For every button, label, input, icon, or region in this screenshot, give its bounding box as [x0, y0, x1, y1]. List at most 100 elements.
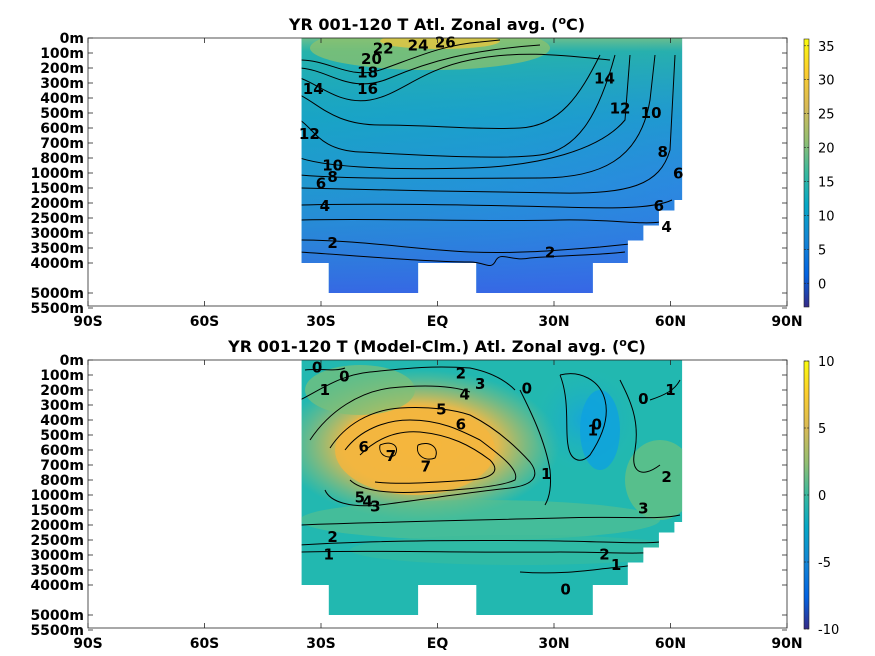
y-tick-label: 5500m	[30, 301, 84, 317]
contour-label: 2	[661, 468, 671, 486]
contour-label: 10	[641, 104, 662, 122]
contour-label: 6	[316, 175, 326, 193]
x-tick-label: 30S	[306, 314, 336, 330]
contour-label: 8	[658, 143, 668, 161]
y-tick-label: 600m	[40, 121, 84, 137]
colorbar-tick-label: 15	[818, 175, 835, 190]
colorbar-tick-label: 35	[818, 40, 835, 55]
colorbar-tick-label: 20	[818, 142, 835, 157]
y-tick-label: 100m	[40, 368, 84, 384]
contour-label: 7	[386, 447, 396, 465]
x-tick-label: 90N	[771, 636, 802, 652]
contour-lines-top	[301, 39, 676, 267]
colorbar-tick-label: 25	[818, 108, 835, 123]
colorbar-tick-label: -5	[818, 556, 831, 571]
x-tick-label: 60N	[655, 314, 686, 330]
y-tick-label: 500m	[40, 428, 84, 444]
x-tick-label: 90S	[73, 314, 103, 330]
y-tick-label: 700m	[40, 136, 84, 152]
x-tick-label: 90S	[73, 636, 103, 652]
x-tick-label: 60S	[190, 314, 220, 330]
contour-label: 8	[327, 168, 337, 186]
y-tick-label: 200m	[40, 383, 84, 399]
x-tick-label: EQ	[427, 636, 449, 652]
y-tick-label: 1500m	[30, 503, 84, 519]
y-tick-label: 400m	[40, 413, 84, 429]
contour-label: 5	[436, 401, 446, 419]
contour-label: 2	[545, 244, 555, 262]
contour-label: 14	[594, 70, 615, 88]
contour-label: 0	[638, 390, 648, 408]
contour-label: 12	[610, 100, 631, 118]
panel-top: YR 001-120 T Atl. Zonal avg. (oC) 262422…	[30, 14, 834, 330]
contour-label: 1	[320, 381, 330, 399]
chart-title-top: YR 001-120 T Atl. Zonal avg. (oC)	[288, 14, 585, 34]
y-tick-label: 3500m	[30, 241, 84, 257]
contour-label: 24	[408, 37, 429, 55]
contour-label: 3	[638, 500, 648, 518]
contour-label: 0	[591, 416, 601, 434]
x-tick-label: 30N	[538, 636, 569, 652]
x-tick-label: 90N	[771, 314, 802, 330]
contour-label: 20	[361, 50, 382, 68]
contour-label: 1	[665, 381, 675, 399]
y-tick-label: 3000m	[30, 548, 84, 564]
contour-label: 1	[611, 556, 621, 574]
temperature-field-top	[301, 38, 683, 293]
contour-label: 26	[435, 34, 456, 52]
contour-label: 5	[355, 488, 365, 506]
colorbar-tick-label: 5	[818, 422, 826, 437]
contour-label: 1	[541, 465, 551, 483]
contour-label: 16	[357, 80, 378, 98]
y-tick-label: 300m	[40, 76, 84, 92]
y-tick-label: 2500m	[30, 533, 84, 549]
contour-label: 1	[588, 422, 598, 440]
contour-label: 14	[303, 80, 324, 98]
y-tick-label: 600m	[40, 443, 84, 459]
contour-label: 0	[522, 380, 532, 398]
colorbar-tick-label: 0	[818, 277, 826, 292]
contour-label: 1	[324, 546, 334, 564]
y-tick-label: 800m	[40, 151, 84, 167]
colorbar-tick-label: 30	[818, 74, 835, 89]
y-tick-label: 400m	[40, 91, 84, 107]
contour-label: 4	[362, 492, 372, 510]
y-tick-label: 100m	[40, 46, 84, 62]
y-tick-label: 5000m	[30, 286, 84, 302]
temperature-anomaly-field-bottom	[301, 360, 683, 615]
colorbar-tick-label: 5	[818, 243, 826, 258]
contour-label: 22	[373, 40, 394, 58]
y-tick-label: 700m	[40, 458, 84, 474]
y-tick-label: 0m	[60, 353, 84, 369]
contour-label: 3	[370, 497, 380, 515]
colorbar-ticks-bottom: 10 5 0 -5 -10	[804, 355, 839, 638]
y-tick-label: 3000m	[30, 226, 84, 242]
y-axis-bottom: 0m100m200m300m400m500m600m700m800m1000m1…	[30, 353, 787, 639]
colorbar-tick-label: 0	[818, 489, 826, 504]
contour-label: 18	[357, 64, 378, 82]
x-tick-label: 60N	[655, 636, 686, 652]
y-tick-label: 5000m	[30, 608, 84, 624]
y-tick-label: 1000m	[30, 488, 84, 504]
colorbar-tick-label: -10	[818, 623, 839, 638]
colorbar-top	[803, 38, 810, 308]
contour-label: 12	[299, 125, 320, 143]
contour-label: 6	[358, 438, 368, 456]
contour-label: 0	[312, 359, 322, 377]
y-tick-label: 5500m	[30, 623, 84, 639]
y-tick-label: 500m	[40, 106, 84, 122]
contour-label: 4	[661, 218, 671, 236]
y-tick-label: 300m	[40, 398, 84, 414]
y-tick-label: 1000m	[30, 166, 84, 182]
contour-label: 7	[421, 458, 431, 476]
contour-label: 0	[339, 368, 349, 386]
contour-lines-bottom	[301, 366, 681, 574]
contour-label: 2	[327, 234, 337, 252]
contour-label: 4	[459, 386, 469, 404]
x-tick-label: EQ	[427, 314, 449, 330]
y-axis-top: 0m100m200m300m400m500m600m700m800m1000m1…	[30, 31, 787, 317]
y-tick-label: 4000m	[30, 256, 84, 272]
